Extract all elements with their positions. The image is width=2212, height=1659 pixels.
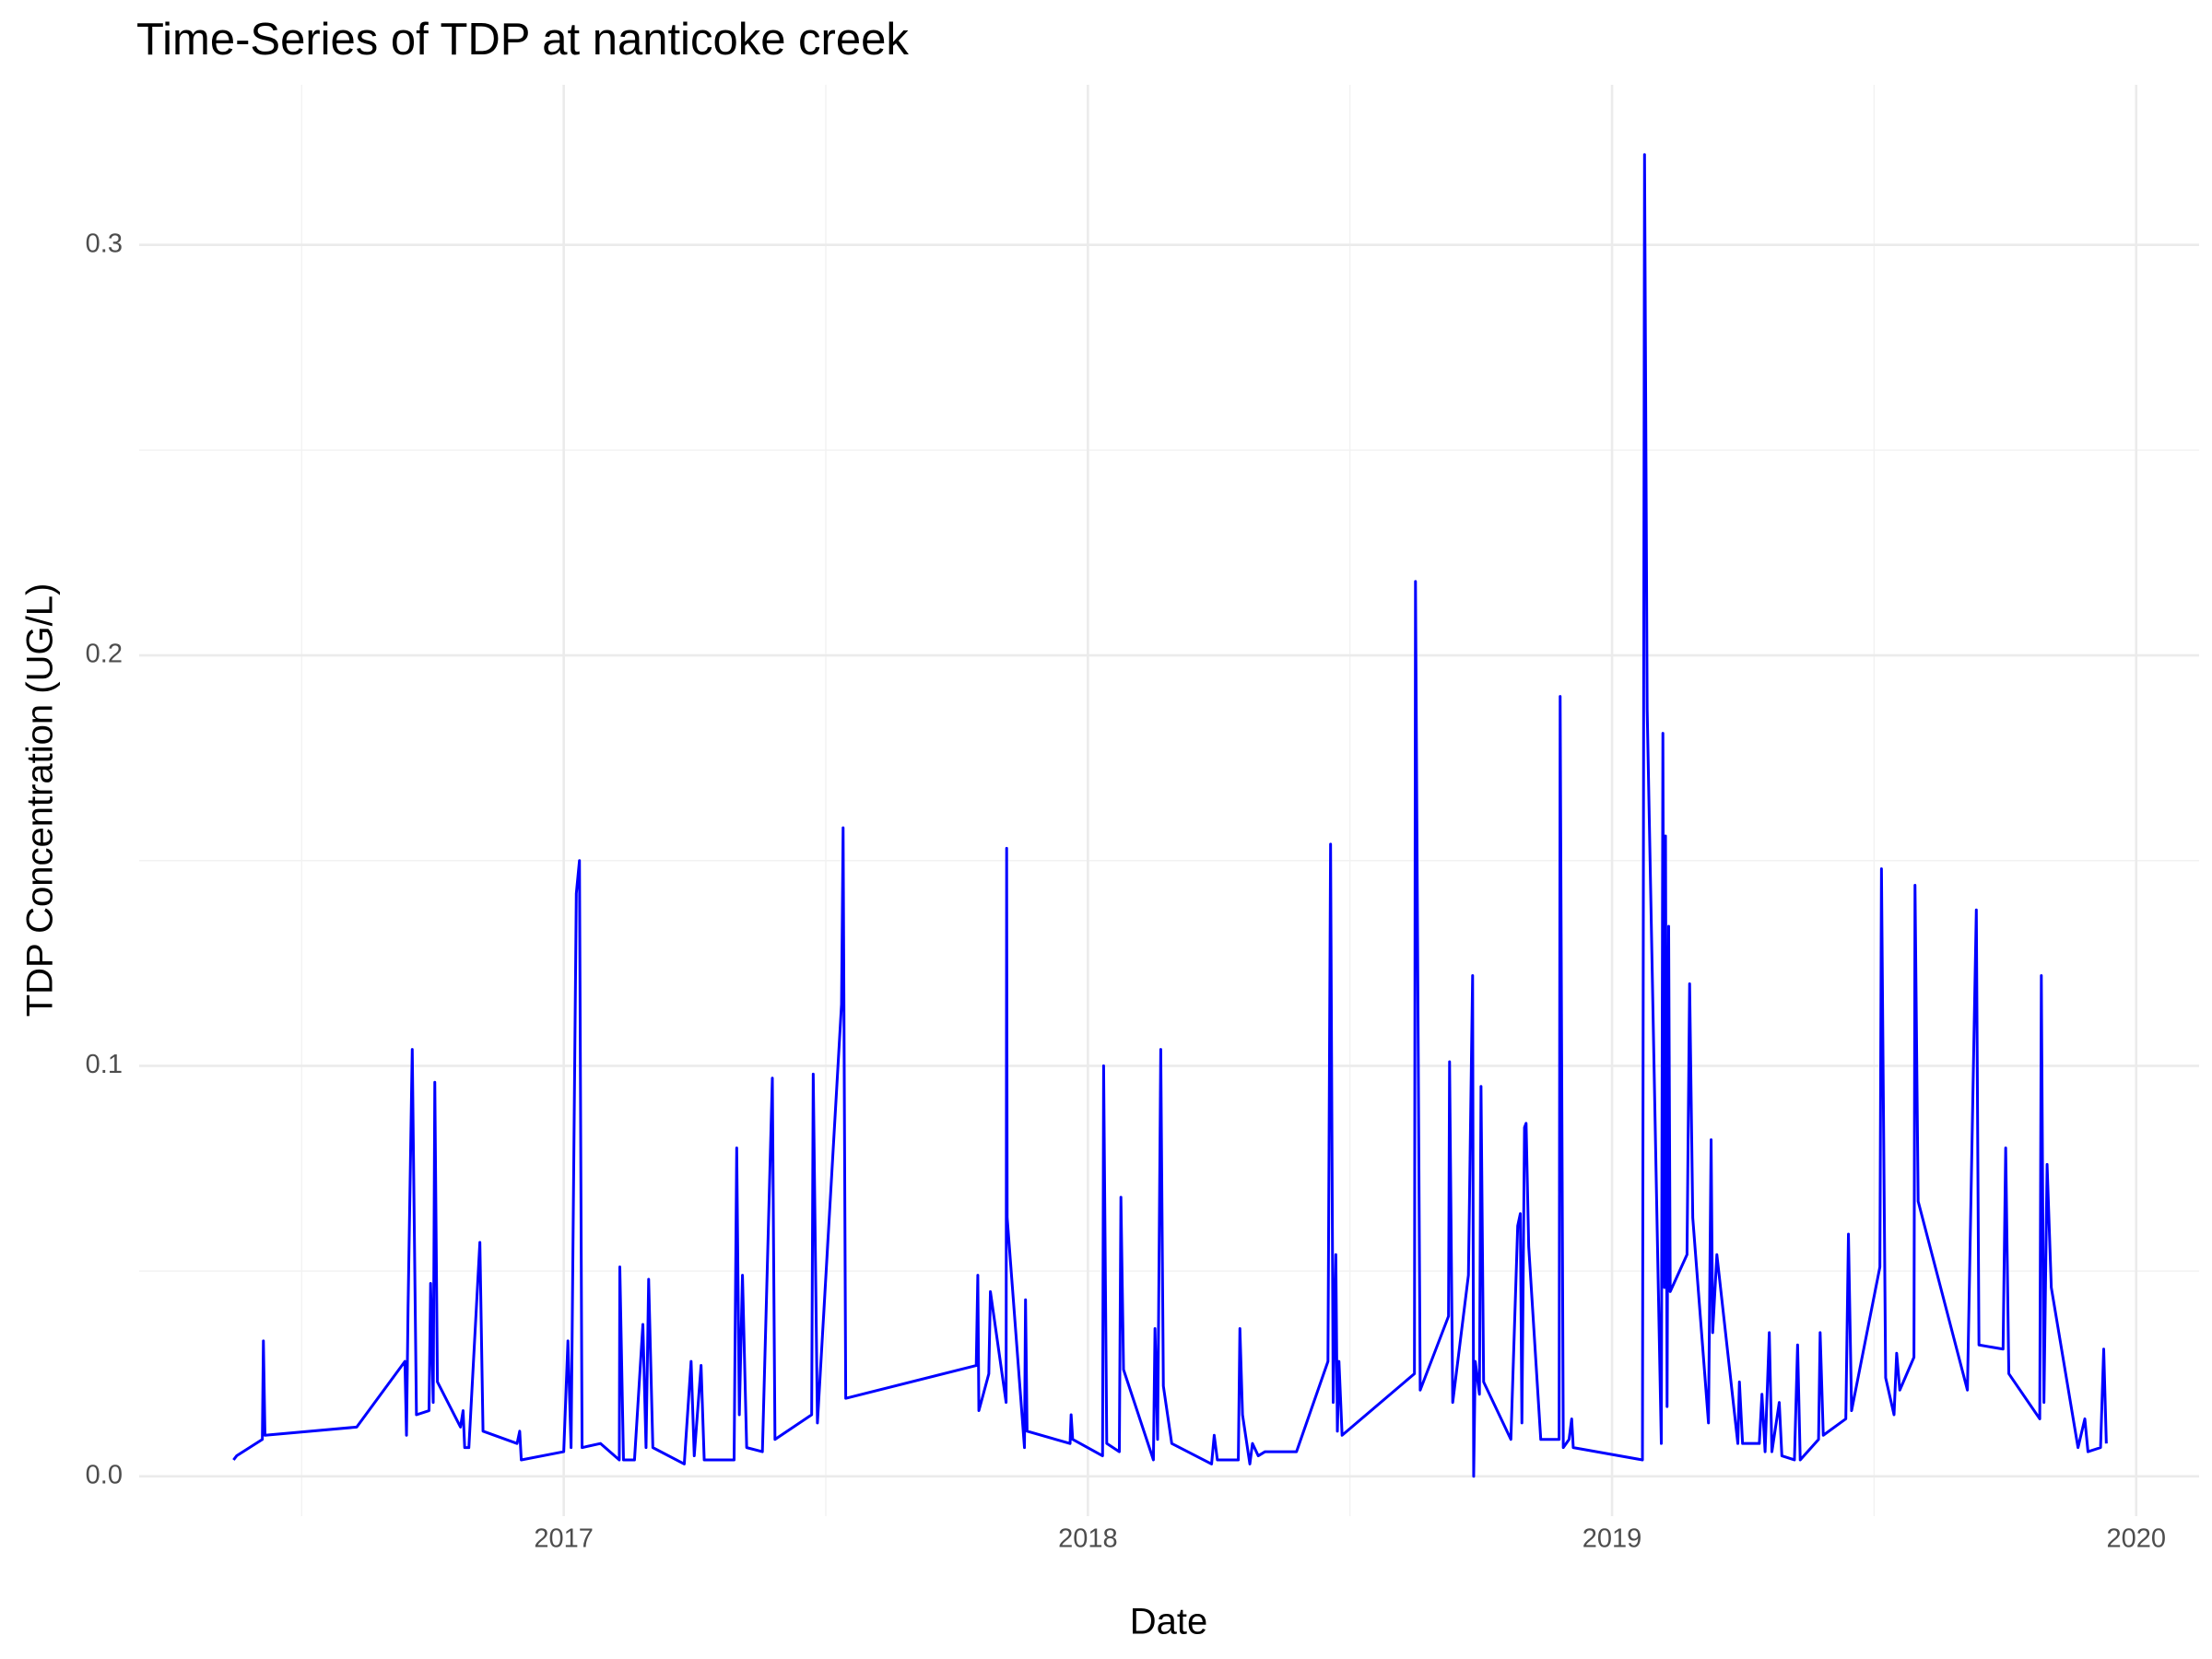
y-tick-label: 0.3 [86, 229, 123, 258]
x-axis-title: Date [1130, 1602, 1208, 1642]
grid [139, 85, 2199, 1516]
x-tick-label: 2017 [534, 1524, 594, 1554]
x-tick-label: 2019 [1583, 1524, 1642, 1554]
x-tick-label: 2020 [2106, 1524, 2166, 1554]
data-line [232, 153, 2108, 1478]
y-tick-label: 0.1 [86, 1050, 123, 1079]
plot-area [232, 153, 2108, 1478]
y-axis-title: TDP Concentration (UG/L) [20, 583, 61, 1018]
y-tick-label: 0.2 [86, 640, 123, 669]
x-tick-label: 2018 [1058, 1524, 1118, 1554]
y-tick-label: 0.0 [86, 1460, 123, 1489]
chart-title: Time-Series of TDP at nanticoke creek [136, 15, 909, 65]
